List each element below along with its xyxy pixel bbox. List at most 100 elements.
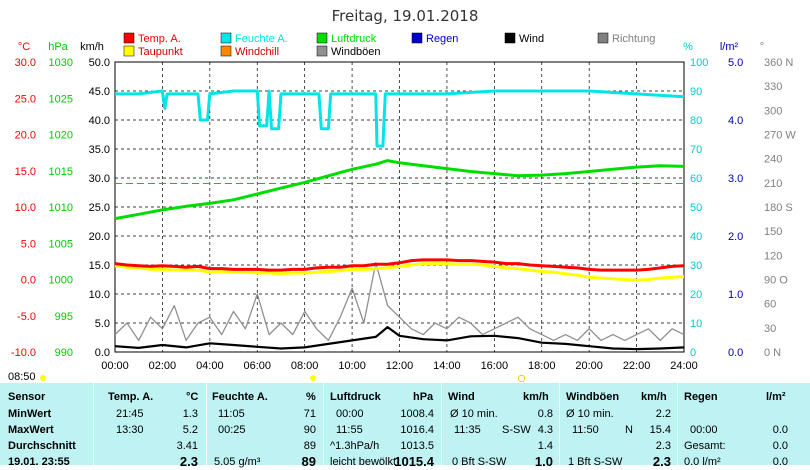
axis-unit-pressure: hPa bbox=[48, 41, 68, 53]
cell: 5.05 g/m³ bbox=[214, 456, 261, 468]
y-tick-label-direction: 240 bbox=[764, 154, 782, 166]
y-tick-label-pressure: 1000 bbox=[49, 275, 73, 287]
y-tick-label-temp: 10.0 bbox=[15, 202, 36, 214]
y-tick-label-humidity: 0 bbox=[690, 347, 696, 359]
x-tick-label: 18:00 bbox=[528, 360, 556, 372]
header-rain: Regen bbox=[684, 391, 718, 403]
y-tick-label-rain: 5.0 bbox=[728, 57, 743, 69]
y-tick-label-rain: 3.0 bbox=[728, 173, 743, 185]
y-tick-label-humidity: 30 bbox=[690, 260, 702, 272]
y-tick-label-direction: 270 W bbox=[764, 130, 796, 142]
legend-swatch bbox=[220, 45, 232, 57]
header-temp: Temp. A. bbox=[108, 391, 154, 403]
y-tick-label-direction: 0 N bbox=[764, 347, 781, 359]
cell: 4.3 bbox=[537, 424, 553, 436]
cell: 0.0 l/m² bbox=[684, 456, 721, 468]
legend-swatch bbox=[504, 32, 516, 44]
row-label: MaxWert bbox=[8, 424, 54, 436]
x-tick-label: 14:00 bbox=[433, 360, 461, 372]
y-tick-label-pressure: 1025 bbox=[49, 93, 73, 105]
row-label: MinWert bbox=[8, 408, 52, 420]
y-tick-label-direction: 360 N bbox=[764, 57, 793, 69]
cell: 1013.5 bbox=[400, 440, 434, 452]
y-tick-label-direction: 150 bbox=[764, 226, 782, 238]
sunrise-time: 08:50 bbox=[8, 371, 36, 383]
axis-unit-labels: °C hPa km/h% l/m² ° bbox=[18, 41, 764, 53]
legend-entry: Wind bbox=[519, 33, 544, 45]
y-tick-label-rain: 0.0 bbox=[728, 347, 743, 359]
x-tick-label: 12:00 bbox=[386, 360, 414, 372]
table-row-current: 19.01. 23:55 2.3 5.05 g/m³ 89 leicht bew… bbox=[0, 454, 810, 470]
y-tick-label-humidity: 50 bbox=[690, 202, 702, 214]
cell: 89 bbox=[301, 454, 316, 469]
y-tick-label-pressure: 1010 bbox=[49, 202, 73, 214]
y-tick-label-humidity: 100 bbox=[690, 57, 708, 69]
cell: 0 Bft S-SW bbox=[452, 456, 507, 468]
y-tick-label-temp: -5.0 bbox=[17, 311, 36, 323]
cell: S-SW bbox=[502, 424, 531, 436]
y-tick-label-temp: 15.0 bbox=[15, 166, 36, 178]
y-tick-label-direction: 180 S bbox=[764, 202, 793, 214]
cell: 1.3 bbox=[182, 408, 198, 420]
axis-unit-direction: ° bbox=[760, 41, 764, 53]
y-tick-label-temp: 30.0 bbox=[15, 57, 36, 69]
y-tick-label-wind: 35.0 bbox=[89, 144, 110, 156]
cell: 13:30 bbox=[116, 424, 144, 436]
cell: N bbox=[625, 424, 633, 436]
header-wind: Wind bbox=[448, 391, 475, 403]
cell: Gesamt: bbox=[684, 440, 726, 452]
table-row-min: MinWert 21:45 1.3 11:05 71 00:00 1008.4 … bbox=[0, 406, 810, 422]
header-humidity-unit: % bbox=[306, 391, 316, 403]
row-label: Durchschnitt bbox=[8, 440, 76, 452]
cell: 2.3 bbox=[652, 454, 671, 469]
y-tick-label-pressure: 1020 bbox=[49, 130, 73, 142]
y-tick-label-pressure: 1030 bbox=[49, 57, 73, 69]
legend-entry: Windböen bbox=[331, 46, 381, 58]
cell: 11:35 bbox=[454, 424, 481, 436]
header-sensor: Sensor bbox=[8, 391, 46, 403]
cell: 5.2 bbox=[182, 424, 198, 436]
series-line-taupunkt bbox=[114, 262, 685, 282]
y-tick-label-direction: 330 bbox=[764, 81, 782, 93]
legend-swatch bbox=[123, 45, 135, 57]
cell: 1 Bft S-SW bbox=[568, 456, 623, 468]
y-tick-label-direction: 300 bbox=[764, 105, 782, 117]
legend-swatch bbox=[123, 32, 135, 44]
y-tick-label-direction: 90 O bbox=[764, 275, 788, 287]
cell: 1015.4 bbox=[394, 454, 434, 469]
table-header-row: Sensor Temp. A. °C Feuchte A. % Luftdruc… bbox=[0, 389, 810, 405]
y-tick-label-temp: -10.0 bbox=[11, 347, 36, 359]
y-tick-label-temp: 20.0 bbox=[15, 130, 36, 142]
cell: 11:50 bbox=[572, 424, 599, 436]
y-tick-label-temp: 0.0 bbox=[21, 275, 36, 287]
y-tick-label-wind: 15.0 bbox=[89, 260, 110, 272]
cell: 21:45 bbox=[116, 408, 144, 420]
cell: 2.3 bbox=[655, 440, 671, 452]
y-tick-label-wind: 30.0 bbox=[89, 173, 110, 185]
cell: 15.4 bbox=[649, 424, 671, 436]
cell: 11:55 bbox=[336, 424, 363, 436]
cell: 00:25 bbox=[218, 424, 246, 436]
x-tick-label: 02:00 bbox=[149, 360, 177, 372]
y-tick-label-humidity: 90 bbox=[690, 86, 702, 98]
series-line-windb-en bbox=[114, 262, 685, 342]
y-tick-label-direction: 210 bbox=[764, 178, 782, 190]
x-tick-label: 00:00 bbox=[101, 360, 129, 372]
series-line-wind bbox=[114, 326, 685, 351]
cell: 3.41 bbox=[176, 440, 198, 452]
cell: ^1.3hPa/h bbox=[330, 440, 380, 452]
legend-swatch bbox=[316, 45, 328, 57]
axis-unit-wind: km/h bbox=[80, 41, 104, 53]
cell: 90 bbox=[303, 424, 316, 436]
legend: Temp. A. Feuchte A. Luftdruck Regen Wind Rich… bbox=[123, 32, 655, 58]
header-gusts: Windböen bbox=[566, 391, 620, 403]
y-tick-label-rain: 4.0 bbox=[728, 115, 743, 127]
y-tick-label-temp: 25.0 bbox=[15, 93, 36, 105]
cell: 1008.4 bbox=[400, 408, 434, 420]
statistics-table: Sensor Temp. A. °C Feuchte A. % Luftdruc… bbox=[0, 383, 810, 469]
header-pressure: Luftdruck bbox=[330, 391, 381, 403]
header-gusts-unit: km/h bbox=[641, 391, 667, 403]
y-tick-label-wind: 0.0 bbox=[95, 347, 110, 359]
x-tick-label: 06:00 bbox=[243, 360, 271, 372]
legend-swatch bbox=[316, 32, 328, 44]
